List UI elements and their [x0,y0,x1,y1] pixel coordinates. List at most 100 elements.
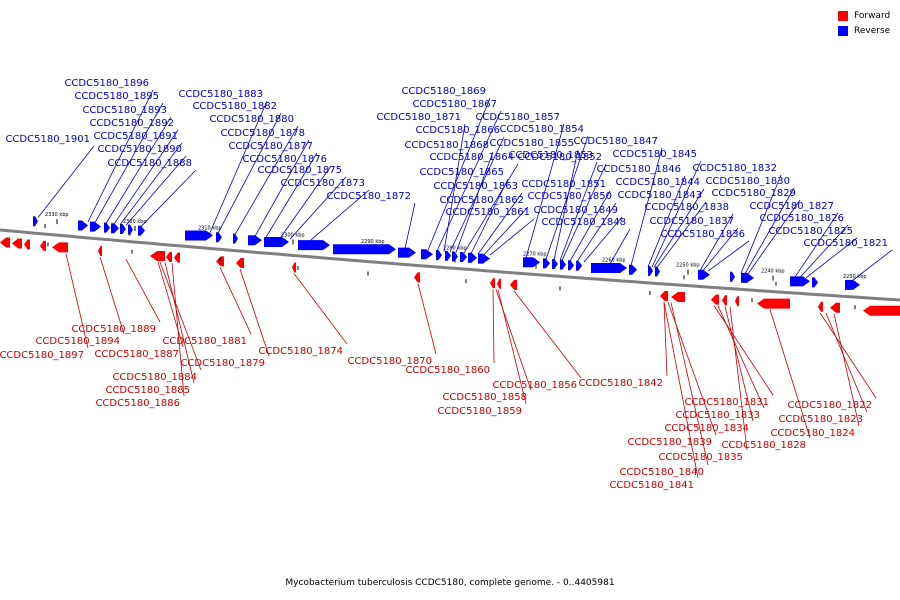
reverse-gene-label: CCDC5180_1866 [415,125,500,136]
forward-gene [711,294,719,305]
reverse-gene [120,223,126,234]
reverse-gene-label: CCDC5180_1827 [749,201,834,212]
reverse-gene [552,259,558,270]
reverse-gene [698,269,710,280]
reverse-gene [845,279,860,290]
reverse-gene-label: CCDC5180_1830 [705,176,790,187]
forward-gene-label-leader [125,259,161,323]
reverse-gene [790,276,810,287]
reverse-gene [104,222,110,233]
reverse-gene-label-leader [87,89,154,223]
reverse-gene-label-leader [470,178,509,254]
reverse-gene-label-leader [404,202,416,249]
forward-gene [490,278,495,289]
reverse-gene-label-leader [651,160,702,268]
reverse-gene-label: CCDC5180_1893 [82,105,167,116]
forward-gene-label-leader [219,267,252,335]
forward-gene-label: CCDC5180_1834 [664,423,749,434]
forward-gene [12,238,22,249]
reverse-gene [128,224,133,235]
legend-item-reverse: Reverse [838,23,890,38]
reverse-gene [741,272,754,283]
reverse-gene [233,233,238,244]
forward-gene-label-leader [670,302,709,466]
reverse-gene [452,251,458,262]
forward-gene [236,258,244,269]
forward-gene-label-leader [819,312,877,399]
reverse-gene [185,230,213,241]
reverse-gene [648,265,653,276]
forward-gene-label-leader [833,313,860,427]
reverse-gene-label: CCDC5180_1849 [533,205,618,216]
reverse-gene [523,257,540,268]
reverse-gene [460,252,467,263]
reverse-gene-label: CCDC5180_1850 [527,191,612,202]
reverse-gene-label-leader [443,123,466,252]
forward-gene-label: CCDC5180_1886 [95,398,180,409]
reverse-gene-label: CCDC5180_1846 [596,164,681,175]
legend-swatch-forward [838,10,848,21]
reverse-gene-label-leader [140,169,197,227]
forward-gene [292,262,296,273]
tick-label: 2330 kbp [45,212,69,218]
reverse-gene [812,277,818,288]
forward-gene-label: CCDC5180_1897 [0,350,84,361]
forward-gene-label: CCDC5180_1889 [71,324,156,335]
reverse-gene [421,249,433,260]
reverse-gene-label-leader [113,129,179,225]
reverse-gene-label: CCDC5180_1852 [517,152,602,163]
reverse-gene-label: CCDC5180_1882 [192,101,277,112]
forward-gene-label: CCDC5180_1831 [684,397,769,408]
forward-gene-label-leader [729,306,748,451]
reverse-gene-label-leader [427,97,491,251]
reverse-gene-label: CCDC5180_1891 [93,131,178,142]
reverse-gene-label: CCDC5180_1869 [401,86,486,97]
reverse-gene [629,264,637,275]
reverse-gene-label: CCDC5180_1864 [429,152,514,163]
reverse-gene [333,244,396,255]
genome-backbone [0,228,900,302]
forward-gene-label: CCDC5180_1840 [619,467,704,478]
forward-gene-label-leader [417,283,437,355]
forward-gene-label-leader [717,305,765,409]
forward-gene-label: CCDC5180_1859 [437,406,522,417]
reverse-gene-label-leader [525,123,565,258]
reverse-gene-label-leader [794,212,839,278]
reverse-gene-label: CCDC5180_1825 [768,226,853,237]
forward-gene-label: CCDC5180_1856 [492,380,577,391]
reverse-gene-label-leader [489,218,535,256]
reverse-gene-label: CCDC5180_1895 [74,91,159,102]
tick-label: 2300 kbp [281,232,305,238]
forward-gene-label: CCDC5180_1894 [35,336,120,347]
reverse-gene-label: CCDC5180_1872 [326,191,411,202]
reverse-gene [138,225,145,236]
reverse-gene-label: CCDC5180_1888 [107,158,192,169]
forward-gene-label: CCDC5180_1860 [405,365,490,376]
forward-gene-label: CCDC5180_1824 [770,428,855,439]
reverse-gene-label-leader [463,163,519,254]
forward-gene [52,242,68,253]
tick-label: 2310 kbp [198,225,222,231]
forward-gene-label-leader [171,263,185,397]
reverse-gene-label: CCDC5180_1875 [257,165,342,176]
forward-gene-label: CCDC5180_1833 [675,410,760,421]
reverse-gene [568,260,574,271]
forward-gene-label: CCDC5180_1839 [627,437,712,448]
reverse-gene-label: CCDC5180_1868 [404,140,489,151]
reverse-gene-label-leader [583,216,623,263]
reverse-gene [591,262,627,273]
reverse-gene-label: CCDC5180_1878 [220,128,305,139]
forward-gene-label-leader [492,289,495,364]
reverse-gene [478,253,490,264]
reverse-gene-label: CCDC5180_1843 [617,190,702,201]
reverse-gene-label-leader [209,100,268,233]
reverse-gene-label: CCDC5180_1862 [439,195,524,206]
reverse-gene-label: CCDC5180_1847 [573,136,658,147]
reverse-gene-label-leader [265,152,318,238]
reverse-gene-label: CCDC5180_1837 [649,216,734,227]
tick-label: 2320 kbp [123,219,147,225]
legend: Forward Reverse [838,8,890,38]
forward-gene [0,237,10,248]
forward-gene [150,250,165,261]
